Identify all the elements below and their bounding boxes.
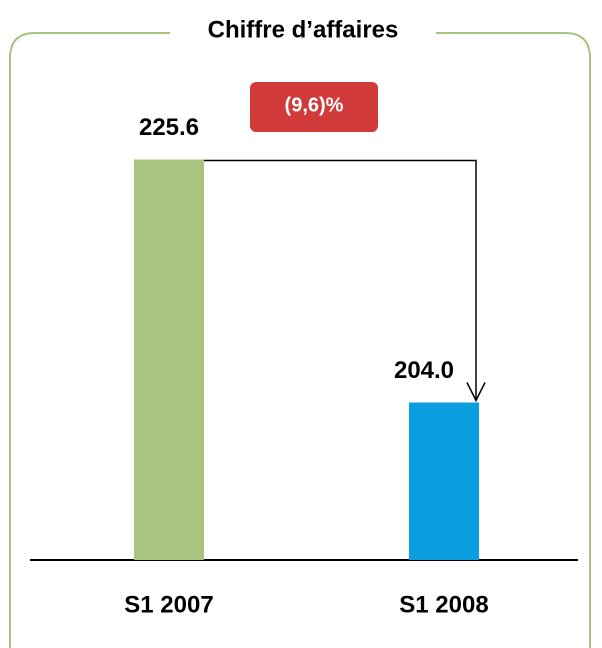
chart-title: Chiffre d’affaires (208, 16, 399, 43)
arrow-head (466, 382, 486, 403)
bar (409, 402, 479, 560)
x-tick-label: S1 2008 (399, 591, 488, 618)
annotation: (9,6)% (285, 94, 344, 116)
arrow (204, 159, 477, 401)
x-tick-label: S1 2007 (124, 591, 213, 618)
title-bg (170, 14, 436, 46)
value-label: 225.6 (139, 114, 199, 141)
bar (134, 159, 204, 560)
value-label: 204.0 (394, 357, 454, 384)
annotation-box (250, 82, 378, 132)
